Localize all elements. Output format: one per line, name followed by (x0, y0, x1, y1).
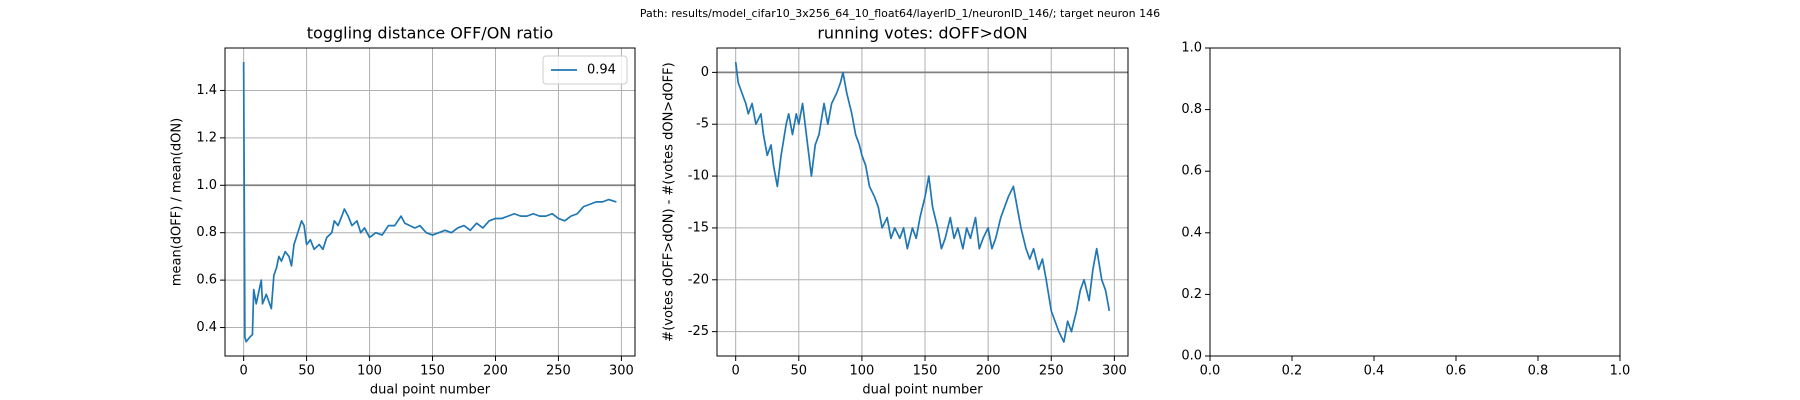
y-tick-label: 1.0 (196, 178, 217, 193)
x-tick-label: 0 (732, 364, 740, 379)
y-axis-label: #(votes dOFF>dON) - #(votes dON>dOFF) (662, 62, 677, 341)
y-tick-label: -20 (688, 272, 709, 287)
y-tick-label: 0.2 (1181, 287, 1202, 302)
y-tick-label: -5 (696, 117, 709, 132)
y-tick-label: 1.2 (196, 130, 217, 145)
axes-title: running votes: dOFF>dON (817, 24, 1027, 43)
y-tick-label: -15 (688, 220, 709, 235)
data-line (734, 61, 1111, 343)
y-tick-label: 0.8 (196, 225, 217, 240)
y-tick-label: 0.4 (196, 320, 217, 335)
y-tick-label: -25 (688, 324, 709, 339)
x-tick-label: 0.2 (1282, 364, 1303, 379)
x-tick-label: 0.6 (1446, 364, 1467, 379)
x-tick-label: 50 (298, 364, 315, 379)
x-tick-label: 200 (976, 364, 1001, 379)
x-tick-label: 250 (546, 364, 571, 379)
x-tick-label: 0.0 (1200, 364, 1221, 379)
x-tick-label: 50 (791, 364, 808, 379)
x-tick-label: 250 (1039, 364, 1064, 379)
y-tick-label: 1.4 (196, 83, 217, 98)
x-tick-label: 1.0 (1610, 364, 1631, 379)
figure-title: Path: results/model_cifar10_3x256_64_10_… (640, 7, 1160, 20)
axes-frame (224, 47, 636, 357)
legend-label: 0.94 (587, 63, 616, 78)
y-tick-label: 0.0 (1181, 349, 1202, 364)
data-line (242, 61, 617, 343)
x-tick-label: 300 (1102, 364, 1127, 379)
x-tick-label: 0.8 (1528, 364, 1549, 379)
x-tick-label: 0.4 (1364, 364, 1385, 379)
x-axis-label: dual point number (862, 383, 983, 398)
y-tick-label: 1.0 (1181, 41, 1202, 56)
y-tick-label: 0 (701, 65, 709, 80)
axes-title: toggling distance OFF/ON ratio (307, 24, 553, 43)
x-tick-label: 200 (483, 364, 508, 379)
x-tick-label: 150 (913, 364, 938, 379)
y-tick-label: 0.8 (1181, 102, 1202, 117)
legend-box (542, 55, 628, 85)
y-axis-label: mean(dOFF) / mean(dON) (170, 118, 185, 286)
x-tick-label: 100 (849, 364, 874, 379)
y-tick-label: 0.6 (1181, 164, 1202, 179)
y-tick-label: 0.4 (1181, 225, 1202, 240)
axes-frame (716, 47, 1129, 357)
y-tick-label: -10 (688, 169, 709, 184)
x-tick-label: 0 (239, 364, 247, 379)
x-axis-label: dual point number (370, 383, 491, 398)
axes-frame (1209, 47, 1621, 357)
x-tick-label: 100 (357, 364, 382, 379)
x-tick-label: 300 (609, 364, 634, 379)
y-tick-label: 0.6 (196, 273, 217, 288)
x-tick-label: 150 (420, 364, 445, 379)
